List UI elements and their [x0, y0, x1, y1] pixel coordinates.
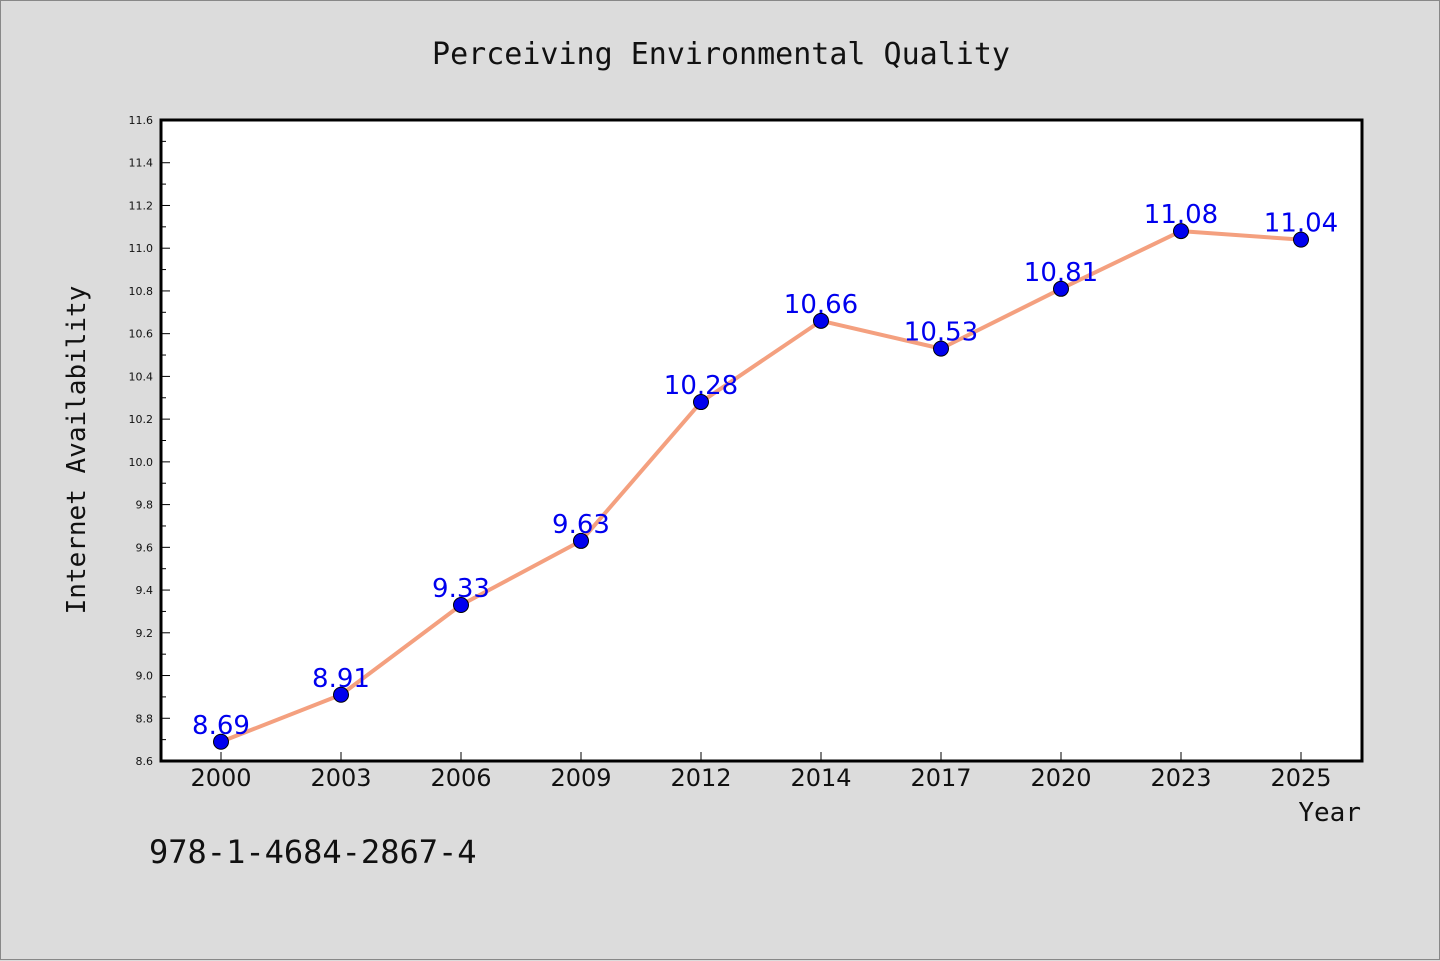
data-point: [333, 686, 349, 703]
x-tick-label: 2000: [190, 764, 251, 792]
x-tick-label: 2009: [550, 764, 611, 792]
data-label: 8.69: [192, 711, 250, 741]
data-label: 9.33: [432, 574, 490, 604]
y-tick-label: 10.0: [129, 456, 154, 469]
data-point: [1173, 223, 1189, 240]
data-point: [573, 532, 589, 549]
y-tick-label: 9.2: [136, 627, 154, 640]
x-tick-label: 2017: [910, 764, 971, 792]
data-point: [1293, 231, 1309, 248]
data-point: [213, 733, 229, 750]
y-tick-label: 10.8: [129, 285, 154, 298]
y-tick-label: 11.4: [129, 157, 154, 170]
y-tick-label: 11.6: [129, 114, 154, 127]
data-point: [933, 340, 949, 357]
data-point: [1053, 280, 1069, 297]
y-tick-label: 9.0: [136, 670, 154, 683]
y-tick-label: 9.4: [136, 584, 154, 597]
data-label: 10.28: [664, 371, 738, 401]
data-label: 10.81: [1024, 258, 1098, 288]
series-line: [220, 229, 1302, 744]
plot-area: [159, 118, 1364, 763]
y-tick-label: 9.6: [136, 541, 154, 554]
data-label: 9.63: [552, 510, 610, 540]
isbn-text: 978-1-4684-2867-4: [149, 833, 477, 871]
y-axis-label: Internet Availability: [62, 286, 92, 615]
y-tick-label: 10.4: [129, 370, 154, 383]
chart-title: Perceiving Environmental Quality: [432, 37, 1010, 72]
x-tick-label: 2023: [1150, 764, 1211, 792]
x-axis-label: Year: [1298, 798, 1361, 828]
data-label: 8.91: [312, 664, 370, 694]
y-tick-label: 8.6: [136, 755, 154, 768]
x-tick-label: 2020: [1030, 764, 1091, 792]
y-tick-label: 11.2: [129, 199, 154, 212]
y-tick-label: 10.2: [129, 413, 154, 426]
data-label: 11.08: [1144, 200, 1218, 230]
data-label: 10.53: [904, 318, 978, 348]
x-tick-label: 2014: [790, 764, 851, 792]
series-layer: 8.69 8.91 9.33 9.63 10.28 10.66 10.53 10.81 11.0…: [192, 200, 1338, 750]
data-label: 11.04: [1264, 209, 1338, 239]
data-point: [693, 394, 709, 411]
y-tick-label: 10.6: [129, 328, 154, 341]
y-tick-label: 9.8: [136, 499, 154, 512]
x-tick-label: 2012: [670, 764, 731, 792]
y-tick-label: 11.0: [129, 242, 154, 255]
x-tick-label: 2006: [430, 764, 491, 792]
y-tick-label: 8.8: [136, 712, 154, 725]
data-point: [813, 312, 829, 329]
x-tick-label: 2003: [310, 764, 371, 792]
data-point: [453, 597, 469, 614]
x-tick-label: 2025: [1270, 764, 1331, 792]
x-axis: 2000 2003 2006 2009 2012 2014 2017 2020 2023 2025: [190, 752, 1332, 792]
y-axis: 8.6 8.8 9.0 9.2 9.4 9.6 9.8 10.0 10.2 10.4 10.6 10.…: [129, 114, 170, 768]
data-label: 10.66: [784, 290, 858, 320]
